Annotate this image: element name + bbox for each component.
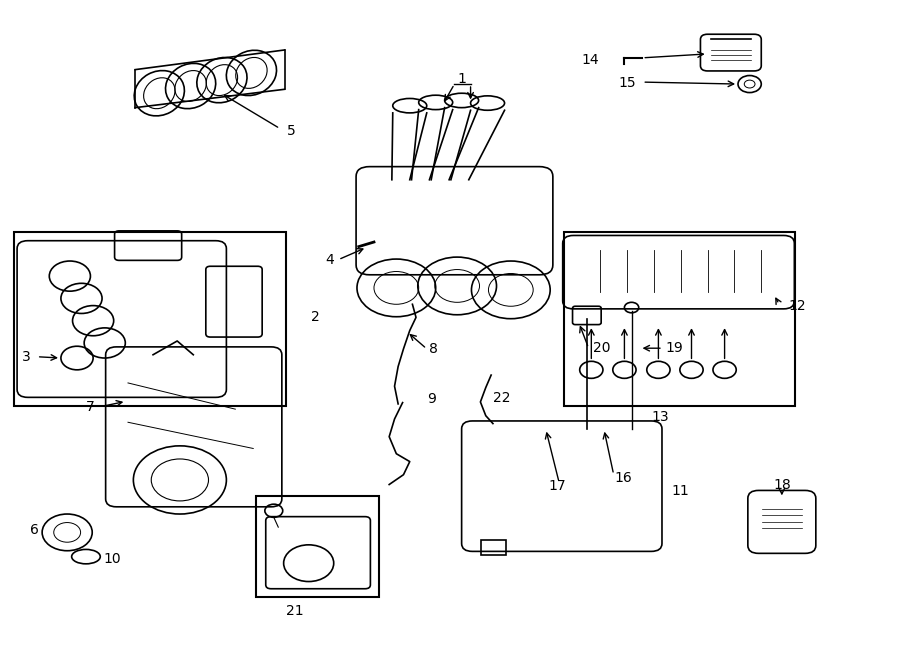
Text: 9: 9 [427,393,436,407]
Text: 4: 4 [325,253,334,266]
Text: 19: 19 [666,341,683,355]
Text: 2: 2 [311,311,320,325]
Text: 15: 15 [618,76,636,90]
Text: 12: 12 [788,299,806,313]
Text: 1: 1 [457,73,466,87]
Text: 10: 10 [103,551,121,566]
Bar [564,232,796,406]
Bar [482,540,507,555]
Text: 18: 18 [773,477,791,492]
Text: 3: 3 [22,350,31,364]
Text: 7: 7 [86,400,94,414]
Text: 6: 6 [30,524,39,537]
Text: 16: 16 [615,471,633,485]
Text: 22: 22 [493,391,510,405]
Text: 5: 5 [287,124,296,137]
Text: 8: 8 [429,342,438,356]
Text: 13: 13 [652,410,669,424]
Text: 20: 20 [593,341,610,355]
Text: 11: 11 [671,484,688,498]
Text: 21: 21 [286,604,304,618]
Bar [14,232,286,406]
Text: 17: 17 [548,479,566,493]
Bar [256,496,379,598]
Text: 14: 14 [581,53,599,67]
